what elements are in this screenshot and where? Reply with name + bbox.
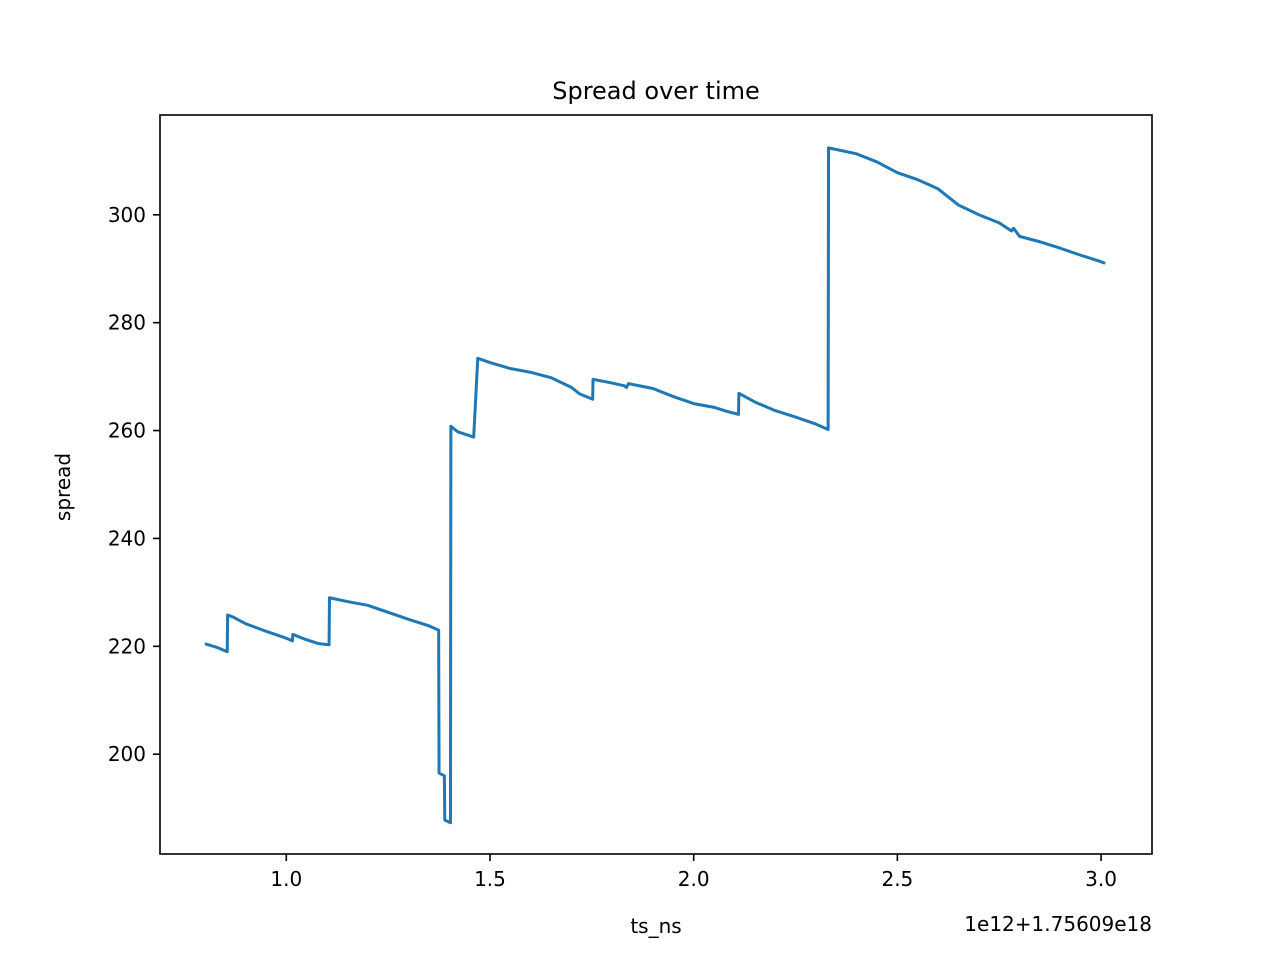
x-offset-label: 1e12+1.75609e18 [964, 912, 1152, 936]
x-tick-label: 2.0 [678, 867, 710, 891]
x-axis: 1.0 1.5 2.0 2.5 3.0 [270, 854, 1117, 891]
y-tick-label: 240 [108, 526, 146, 550]
y-tick-label: 220 [108, 634, 146, 658]
chart-title: Spread over time [552, 77, 760, 105]
y-tick-label: 280 [108, 311, 146, 335]
y-axis: 200 220 240 260 280 300 [108, 203, 160, 766]
y-tick-label: 260 [108, 419, 146, 443]
y-axis-label: spread [51, 453, 75, 521]
axes-frame [159, 114, 1153, 855]
x-tick-label: 1.0 [270, 867, 302, 891]
series-line [204, 146, 1106, 825]
x-axis-label: ts_ns [630, 914, 681, 938]
x-tick-label: 1.5 [474, 867, 506, 891]
y-tick-label: 300 [108, 203, 146, 227]
x-tick-label: 2.5 [881, 867, 913, 891]
y-tick-label: 200 [108, 742, 146, 766]
x-tick-label: 3.0 [1085, 867, 1117, 891]
